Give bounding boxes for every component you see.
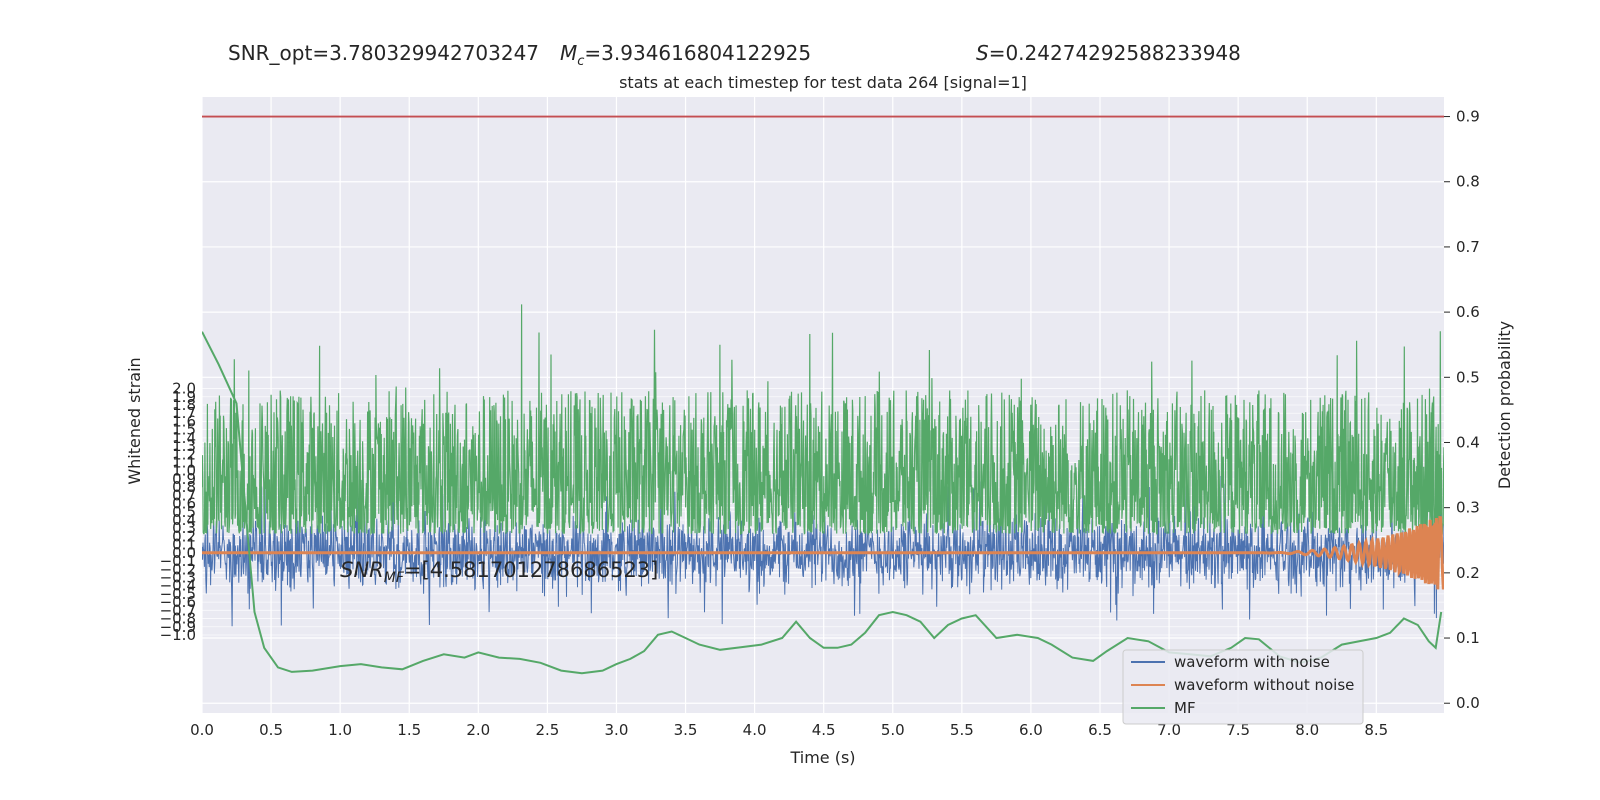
mf-series <box>202 304 1444 536</box>
x-tick-label: 8.5 <box>1364 721 1388 739</box>
x-axis-label: Time (s) <box>789 748 855 767</box>
left-tick-label: 2.0 <box>172 380 196 398</box>
mf-probability-curve <box>202 331 1443 675</box>
x-tick-label: 2.0 <box>466 721 490 739</box>
mf-trace <box>202 304 1444 536</box>
x-tick-label: 7.0 <box>1157 721 1181 739</box>
left-tick-label: 0.6 <box>172 495 196 513</box>
x-tick-label: 4.5 <box>812 721 836 739</box>
left-tick-label: −0.5 <box>160 585 196 603</box>
left-tick-label: −0.8 <box>160 610 196 628</box>
left-tick-label: 0.7 <box>172 486 196 504</box>
left-tick-label: −0.3 <box>160 568 196 586</box>
left-tick-label: −0.9 <box>160 618 196 636</box>
left-tick-label: 1.2 <box>172 445 196 463</box>
left-tick-label: 1.7 <box>172 404 196 422</box>
x-tick-label: 7.5 <box>1226 721 1250 739</box>
s-value-header: S=0.24274292588233948 <box>976 41 1241 65</box>
axis-ticks: 0.0 0.5 1.0 1.5 2.0 2.5 3.0 3.5 4.0 4.5 5.0 5.5 6.0 6… <box>160 108 1480 739</box>
waveform-without-noise-series <box>202 515 1444 590</box>
left-tick-label: −0.1 <box>160 552 196 570</box>
right-tick-label: 0.6 <box>1456 303 1480 321</box>
mf-curve <box>202 331 1443 675</box>
right-tick-label: 0.7 <box>1456 238 1480 256</box>
left-tick-label: −0.6 <box>160 593 196 611</box>
right-tick-label: 0.9 <box>1456 108 1480 126</box>
legend-label-mf: MF <box>1174 699 1196 717</box>
x-tick-label: 4.0 <box>743 721 767 739</box>
x-tick-label: 0.5 <box>259 721 283 739</box>
snr-opt-header: SNR_opt=3.780329942703247 <box>228 41 539 65</box>
x-tick-label: 0.0 <box>190 721 214 739</box>
x-tick-label: 1.0 <box>328 721 352 739</box>
y-axis-label-right: Detection probability <box>1495 321 1514 489</box>
left-tick-label: 1.9 <box>172 388 196 406</box>
x-tick-label: 5.0 <box>881 721 905 739</box>
left-tick-label: 0.2 <box>172 527 196 545</box>
left-tick-label: 0.0 <box>172 544 196 562</box>
clean-waveform-line <box>202 515 1444 590</box>
left-tick-label: 1.4 <box>172 429 196 447</box>
right-tick-label: 0.4 <box>1456 433 1480 451</box>
left-tick-label: −1.0 <box>160 626 196 644</box>
chirp-mass-header: Mc=3.934616804122925 <box>560 41 811 69</box>
x-tick-label: 3.5 <box>674 721 698 739</box>
y-axis-label-left: Whitened strain <box>125 357 144 484</box>
left-tick-label: 1.8 <box>172 396 196 414</box>
left-tick-label: 1.1 <box>172 453 196 471</box>
chart-title: stats at each timestep for test data 264… <box>619 73 1027 92</box>
left-tick-label: 0.3 <box>172 519 196 537</box>
left-tick-label: 1.5 <box>172 421 196 439</box>
x-tick-label: 1.5 <box>397 721 421 739</box>
mf-snr-annotation: SNRMF=[4.581701278686523] <box>340 558 658 586</box>
noise-line <box>202 475 1444 627</box>
left-tick-label: 1.6 <box>172 412 196 430</box>
left-tick-label: −0.7 <box>160 601 196 619</box>
left-tick-label: 1.3 <box>172 437 196 455</box>
right-tick-label: 0.3 <box>1456 499 1480 517</box>
left-tick-label: 1.0 <box>172 462 196 480</box>
legend-label-noise: waveform with noise <box>1174 653 1330 671</box>
legend: waveform with noise waveform without noi… <box>1122 649 1364 725</box>
left-tick-label: 0.5 <box>172 503 196 521</box>
right-tick-label: 0.5 <box>1456 368 1480 386</box>
right-tick-label: 0.0 <box>1456 694 1480 712</box>
left-tick-label: 0.1 <box>172 536 196 554</box>
x-tick-label: 6.5 <box>1088 721 1112 739</box>
x-tick-label: 3.0 <box>605 721 629 739</box>
left-tick-label: 0.8 <box>172 478 196 496</box>
right-tick-label: 0.2 <box>1456 564 1480 582</box>
left-tick-label: 0.4 <box>172 511 196 529</box>
waveform-with-noise-series <box>202 475 1444 627</box>
legend-label-clean: waveform without noise <box>1174 676 1354 694</box>
left-tick-label: −0.2 <box>160 560 196 578</box>
x-tick-label: 2.5 <box>535 721 559 739</box>
right-tick-label: 0.1 <box>1456 629 1480 647</box>
left-tick-label: −0.4 <box>160 577 196 595</box>
x-tick-label: 6.0 <box>1019 721 1043 739</box>
right-tick-label: 0.8 <box>1456 173 1480 191</box>
x-tick-label: 8.0 <box>1295 721 1319 739</box>
left-tick-label: 0.9 <box>172 470 196 488</box>
x-tick-label: 5.5 <box>950 721 974 739</box>
